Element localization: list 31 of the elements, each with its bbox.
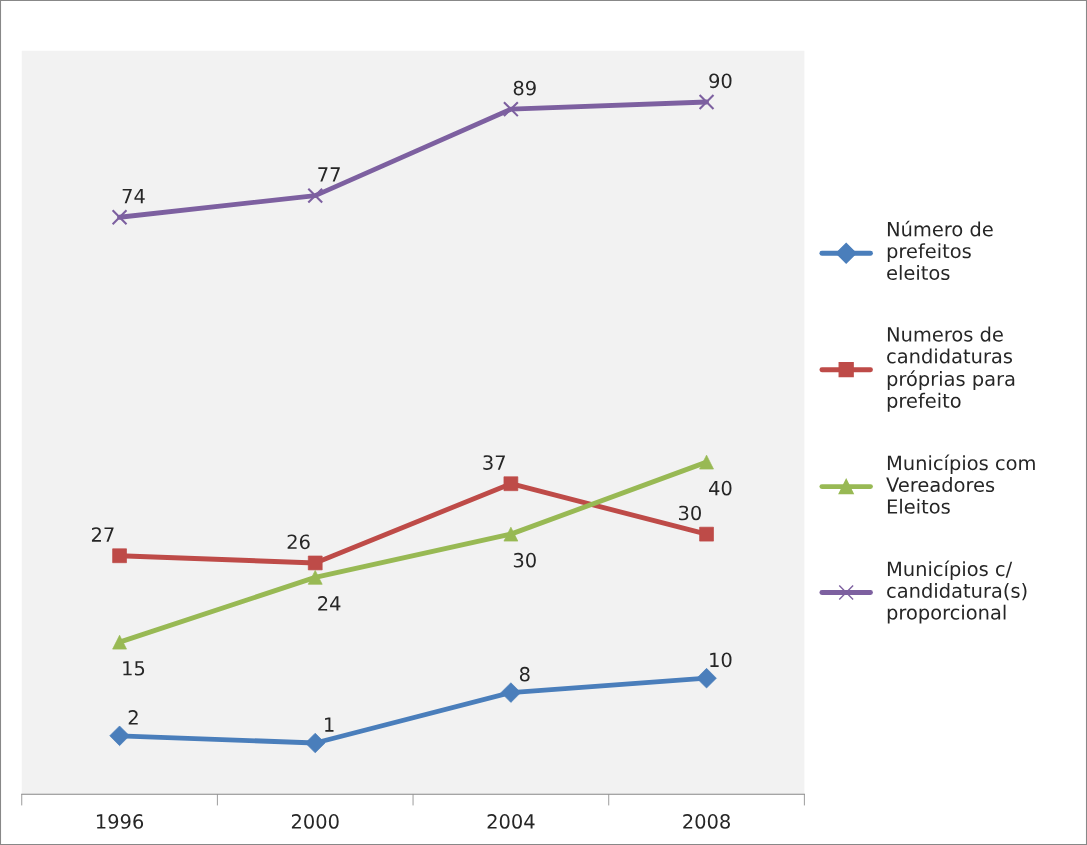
- data-label: 10: [710, 652, 732, 668]
- point: [111, 209, 128, 226]
- data-label: 40: [709, 480, 732, 496]
- x-tick-label: 1996: [96, 814, 144, 829]
- data-label: 15: [123, 661, 145, 676]
- data-label: 2: [128, 710, 138, 725]
- data-label: 24: [318, 596, 341, 611]
- legend-label: Municípios c/ candidatura(s) proporcional: [887, 560, 1027, 624]
- data-label: 8: [519, 666, 530, 682]
- point: [696, 668, 717, 689]
- data-label: 30: [513, 552, 536, 568]
- data-label: 90: [709, 73, 732, 89]
- x-tick-label: 2008: [683, 814, 730, 829]
- point: [109, 725, 130, 746]
- point: [307, 187, 324, 204]
- point: [698, 94, 715, 110]
- data-label: 37: [483, 455, 505, 470]
- legend-label: Municípios com Vereadores Eleitos: [886, 454, 1035, 514]
- point: [112, 548, 127, 564]
- legend-label: Número de prefeitos eleitos: [887, 220, 993, 281]
- data-label: 26: [287, 534, 310, 550]
- data-label: 1: [325, 717, 334, 732]
- x-tick-label: 2000: [291, 814, 339, 829]
- point: [502, 101, 519, 118]
- data-label: 89: [513, 80, 536, 96]
- data-label: 74: [122, 188, 145, 204]
- data-label: 77: [318, 167, 340, 182]
- x-tick-label: 2004: [487, 814, 535, 829]
- data-label: 27: [91, 527, 114, 542]
- legend-label: Numeros de candidaturas próprias para prefeito: [887, 326, 1015, 412]
- data-label: 30: [678, 505, 701, 521]
